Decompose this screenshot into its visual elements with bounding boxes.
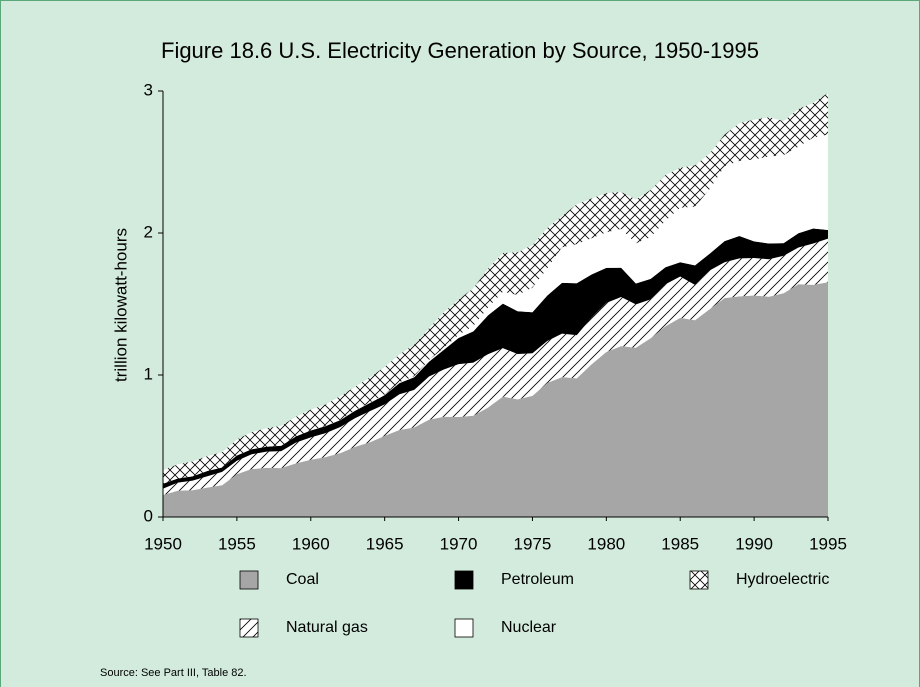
x-tick-label: 1975 — [514, 534, 552, 553]
x-tick-label: 1990 — [735, 534, 773, 553]
legend-label: Nuclear — [501, 619, 557, 636]
legend-label: Coal — [286, 571, 319, 588]
x-tick-label: 1950 — [144, 534, 182, 553]
x-tick-label: 1995 — [809, 534, 847, 553]
x-tick-label: 1980 — [587, 534, 625, 553]
legend-swatch — [454, 570, 474, 590]
legend-swatch — [239, 618, 259, 638]
x-tick-label: 1960 — [292, 534, 330, 553]
legend: Coal Natural gas Petroleum Nuclear Hydroelec… — [239, 570, 829, 638]
legend-label: Petroleum — [501, 571, 574, 588]
y-axis-label: trillion kilowatt-hours — [111, 228, 130, 382]
x-tick-label: 1955 — [218, 534, 256, 553]
x-tick-label: 1985 — [661, 534, 699, 553]
y-tick-label: 0 — [144, 506, 153, 525]
area — [163, 238, 828, 495]
y-tick-label: 1 — [144, 364, 153, 383]
area — [163, 92, 828, 484]
y-tick-label: 2 — [144, 222, 153, 241]
legend-swatch — [454, 618, 474, 638]
legend-label: Natural gas — [286, 619, 368, 636]
x-tick-label: 1965 — [366, 534, 404, 553]
legend-swatch — [689, 570, 709, 590]
axes: 0 1 2 3 1950 1955 1960 1965 1970 1975 1980 1985 1990… — [144, 80, 847, 553]
plot-area — [163, 92, 828, 517]
legend-label: Hydroelectric — [736, 571, 829, 588]
x-tick-label: 1970 — [440, 534, 478, 553]
area — [163, 134, 828, 484]
area — [163, 228, 828, 489]
area — [163, 282, 828, 517]
legend-swatch — [239, 570, 259, 590]
chart-title: Figure 18.6 U.S. Electricity Generation … — [161, 38, 759, 63]
y-tick-label: 3 — [144, 80, 153, 99]
source-note: Source: See Part III, Table 82. — [100, 667, 247, 679]
